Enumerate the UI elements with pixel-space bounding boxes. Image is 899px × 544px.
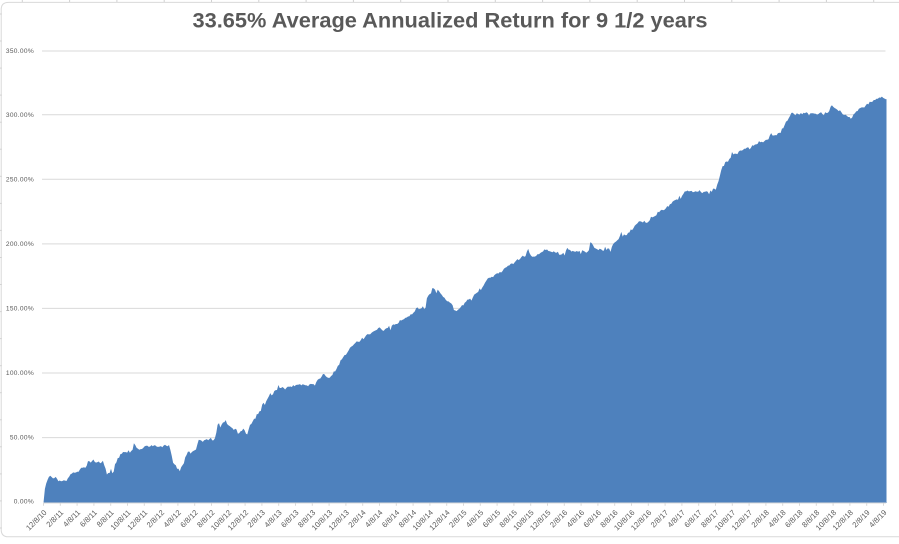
svg-text:100.00%: 100.00% bbox=[6, 370, 34, 377]
svg-text:250.00%: 250.00% bbox=[6, 176, 34, 183]
svg-text:300.00%: 300.00% bbox=[6, 112, 34, 119]
svg-text:350.00%: 350.00% bbox=[6, 48, 34, 55]
svg-text:0.00%: 0.00% bbox=[14, 498, 34, 505]
svg-text:33.65% Average Annualized Retu: 33.65% Average Annualized Return for 9 1… bbox=[193, 10, 708, 33]
svg-text:200.00%: 200.00% bbox=[6, 241, 34, 248]
svg-text:50.00%: 50.00% bbox=[10, 435, 34, 442]
svg-text:150.00%: 150.00% bbox=[6, 305, 34, 312]
